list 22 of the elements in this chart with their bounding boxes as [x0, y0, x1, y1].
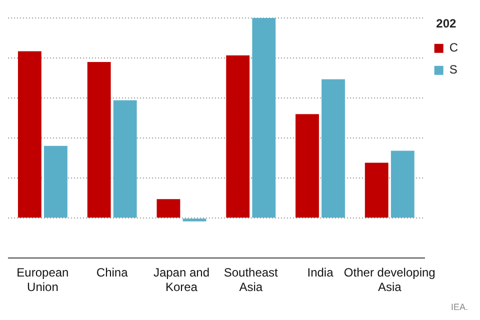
- bar: [226, 55, 250, 218]
- bar: [87, 62, 111, 218]
- bar: [252, 18, 276, 218]
- x-tick-label: China: [96, 266, 128, 280]
- bar: [296, 114, 319, 218]
- legend-label: S: [449, 62, 458, 77]
- legend-label: C: [449, 40, 458, 55]
- x-tick-label: Other developing Asia: [344, 266, 436, 294]
- x-tick-label: India: [307, 266, 334, 280]
- text: IEA.: [450, 302, 468, 312]
- x-tick-label: European Union: [16, 266, 69, 294]
- bar: [18, 51, 42, 218]
- bar: [322, 79, 345, 218]
- bar: [364, 162, 388, 218]
- bar: [182, 218, 206, 222]
- bar: [44, 146, 68, 218]
- bar: [156, 199, 180, 218]
- bar: [113, 100, 137, 218]
- bar: [390, 150, 414, 218]
- legend-title: 202: [436, 16, 456, 30]
- x-tick-label: Southeast Asia: [224, 266, 279, 294]
- x-tick-label: Japan and Korea: [153, 266, 210, 294]
